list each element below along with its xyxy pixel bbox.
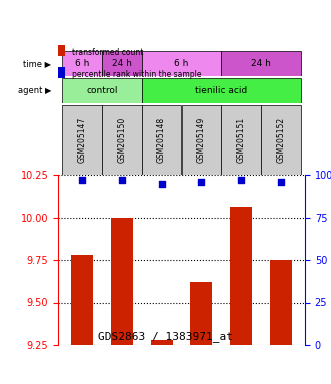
Text: GSM205152: GSM205152	[277, 117, 286, 163]
Bar	[62, 78, 142, 103]
Bar	[142, 105, 181, 175]
Bar	[270, 260, 292, 345]
Point	[119, 177, 124, 183]
Bar	[151, 340, 172, 345]
Text: control: control	[86, 86, 118, 95]
Text: transformed count: transformed count	[72, 48, 143, 57]
Text: 6 h: 6 h	[174, 59, 189, 68]
Bar	[221, 105, 261, 175]
Bar	[230, 207, 252, 345]
Text: GSM205150: GSM205150	[117, 117, 126, 163]
Text: GSM205148: GSM205148	[157, 117, 166, 163]
Text: GSM205147: GSM205147	[77, 117, 86, 163]
Bar	[190, 282, 213, 345]
Point	[278, 179, 284, 185]
Text: GSM205149: GSM205149	[197, 117, 206, 163]
Text: 6 h: 6 h	[75, 59, 89, 68]
Bar	[221, 51, 301, 76]
Point	[79, 177, 84, 183]
Bar	[261, 105, 301, 175]
Text: 24 h: 24 h	[112, 59, 132, 68]
Text: tienilic acid: tienilic acid	[195, 86, 248, 95]
Text: GSM205151: GSM205151	[237, 117, 246, 163]
Bar	[62, 51, 102, 76]
Bar	[142, 51, 221, 76]
Bar	[102, 105, 142, 175]
Bar	[111, 217, 133, 345]
Text: agent ▶: agent ▶	[18, 86, 51, 95]
Text: time ▶: time ▶	[23, 59, 51, 68]
Point	[199, 179, 204, 185]
Text: percentile rank within the sample: percentile rank within the sample	[72, 70, 201, 79]
Bar	[71, 255, 93, 345]
Point	[159, 180, 164, 187]
Bar	[181, 105, 221, 175]
Bar	[102, 51, 142, 76]
Text: GDS2863 / 1383971_at: GDS2863 / 1383971_at	[98, 331, 233, 343]
Bar	[142, 78, 301, 103]
Text: 24 h: 24 h	[251, 59, 271, 68]
Point	[239, 177, 244, 183]
Bar	[62, 105, 102, 175]
